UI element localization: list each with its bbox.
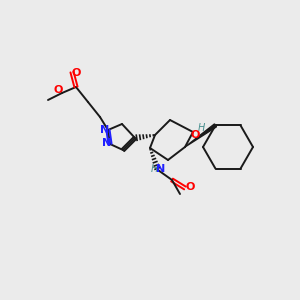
Text: O: O [71,68,81,78]
Text: H: H [197,123,205,133]
Text: O: O [185,182,195,192]
Text: N: N [156,164,166,174]
Text: H: H [150,164,158,174]
Text: N: N [100,125,109,135]
Polygon shape [185,124,217,147]
Text: N: N [102,138,112,148]
Text: O: O [53,85,63,95]
Text: O: O [190,130,200,140]
